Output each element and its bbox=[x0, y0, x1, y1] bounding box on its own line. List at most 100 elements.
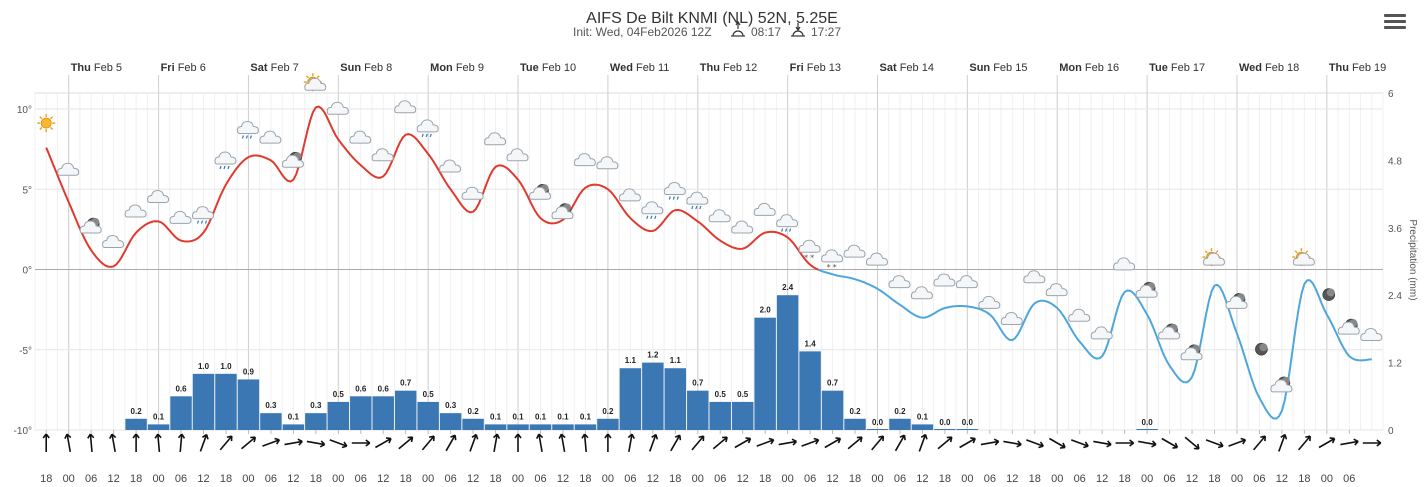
hour-label: 06 bbox=[85, 473, 97, 485]
wind-head bbox=[745, 437, 752, 444]
wind-shaft bbox=[712, 436, 728, 450]
precipitation-tick-label: 0 bbox=[1388, 426, 1394, 437]
wind-arrow-icon bbox=[219, 435, 233, 451]
wind-shaft bbox=[284, 440, 303, 446]
sun-ray bbox=[1204, 250, 1208, 254]
hour-label: 06 bbox=[534, 473, 546, 485]
wind-head bbox=[319, 440, 326, 448]
precipitation-bar bbox=[754, 317, 776, 430]
rain-drop bbox=[668, 196, 671, 200]
moon-icon bbox=[1322, 288, 1336, 301]
hour-label: 00 bbox=[602, 473, 614, 485]
hour-label: 00 bbox=[332, 473, 344, 485]
precipitation-value-label: 1.0 bbox=[198, 362, 210, 371]
chart-menu-button[interactable] bbox=[1384, 12, 1406, 32]
cloud-icon bbox=[753, 202, 776, 216]
temperature-tick-label: -5° bbox=[19, 346, 32, 357]
hour-label: 00 bbox=[422, 473, 434, 485]
wind-head bbox=[1260, 435, 1266, 442]
sun-disc bbox=[40, 117, 52, 129]
day-label: Mon Feb 16 bbox=[1059, 62, 1119, 74]
wind-arrow-icon bbox=[42, 433, 50, 452]
wind-head bbox=[1016, 440, 1022, 448]
wind-arrow-icon bbox=[558, 433, 566, 453]
precipitation-value-label: 1.0 bbox=[220, 362, 232, 371]
wind-arrow-icon bbox=[351, 439, 371, 447]
cloud-icon bbox=[1023, 270, 1046, 284]
hour-label: 06 bbox=[624, 473, 636, 485]
wind-shaft bbox=[1184, 436, 1200, 450]
cloud-icon bbox=[731, 220, 754, 234]
cloud-shape bbox=[124, 204, 147, 218]
temperature-axis: 10° 5° 0° -5° -10° bbox=[14, 105, 32, 437]
wind-arrow-icon bbox=[627, 433, 635, 453]
wind-shaft bbox=[1070, 439, 1089, 447]
cloud-shape bbox=[955, 275, 978, 289]
precipitation-value-label: 2.0 bbox=[760, 306, 772, 315]
wind-head bbox=[1151, 440, 1157, 448]
wind-shaft bbox=[691, 435, 705, 451]
hour-label: 18 bbox=[579, 473, 591, 485]
wind-shaft bbox=[199, 434, 208, 452]
sun-cloud-icon bbox=[1202, 248, 1226, 267]
cloud-shape bbox=[776, 214, 799, 228]
hour-label: 12 bbox=[916, 473, 928, 485]
wind-shaft bbox=[1093, 440, 1112, 446]
rain-cloud-icon bbox=[416, 119, 439, 138]
cloud-shape bbox=[596, 156, 619, 170]
wind-shaft bbox=[801, 439, 819, 447]
cloud-icon bbox=[1000, 311, 1023, 325]
wind-shaft bbox=[560, 433, 566, 453]
wind-head bbox=[768, 437, 775, 445]
hour-label: 18 bbox=[40, 473, 52, 485]
precipitation-bar bbox=[507, 424, 529, 430]
sun-ray bbox=[39, 126, 43, 130]
cloud-shape bbox=[1045, 283, 1068, 297]
precipitation-bar bbox=[709, 401, 731, 430]
hour-label: 18 bbox=[669, 473, 681, 485]
hour-label: 12 bbox=[467, 473, 479, 485]
wind-arrow-icon bbox=[1318, 437, 1336, 449]
hour-label: 12 bbox=[737, 473, 749, 485]
wind-shaft bbox=[1278, 434, 1286, 452]
wind-arrow-icon bbox=[109, 433, 117, 453]
hour-label: 12 bbox=[647, 473, 659, 485]
hour-label: 12 bbox=[108, 473, 120, 485]
precipitation-bar bbox=[439, 413, 462, 430]
cloud-shape bbox=[1000, 311, 1023, 325]
wind-head bbox=[428, 435, 435, 442]
day-label: Thu Feb 12 bbox=[700, 62, 757, 74]
wind-arrow-icon bbox=[1205, 439, 1224, 449]
cloud-icon bbox=[573, 153, 596, 167]
cloud-shape bbox=[528, 186, 552, 200]
precipitation-bar bbox=[260, 413, 282, 430]
grid bbox=[34, 75, 1384, 431]
precipitation-value-label: 2.4 bbox=[782, 283, 794, 292]
wind-head bbox=[250, 436, 257, 443]
sun-ray bbox=[305, 75, 310, 79]
cloud-icon bbox=[484, 132, 507, 146]
wind-arrow-icon bbox=[801, 437, 820, 447]
rain-drop bbox=[200, 220, 204, 224]
hour-label: 12 bbox=[557, 473, 569, 485]
wind-head bbox=[856, 436, 863, 443]
hour-label: 00 bbox=[1231, 473, 1243, 485]
cloud-icon bbox=[1090, 326, 1113, 340]
precipitation-bar bbox=[956, 429, 979, 430]
rain-cloud-icon bbox=[776, 214, 799, 232]
cloud-icon bbox=[1068, 308, 1091, 322]
cloud-icon bbox=[955, 275, 978, 289]
hamburger-menu-bar bbox=[1384, 26, 1406, 29]
moon-icon bbox=[1255, 342, 1268, 356]
wind-head bbox=[226, 435, 233, 442]
wind-head bbox=[132, 433, 140, 439]
day-labels: Thu Feb 5 Fri Feb 6 Sat Feb 7 Sun Feb 8 Mon … bbox=[71, 62, 1387, 74]
precipitation-value-label: 0.3 bbox=[310, 401, 322, 410]
rain-drop bbox=[789, 228, 792, 232]
precipitation-bar bbox=[889, 418, 911, 430]
temperature-line-below-zero bbox=[818, 268, 1372, 420]
sun-ray bbox=[1215, 250, 1219, 254]
wind-shaft bbox=[1161, 437, 1178, 449]
wind-shaft bbox=[1205, 439, 1224, 447]
